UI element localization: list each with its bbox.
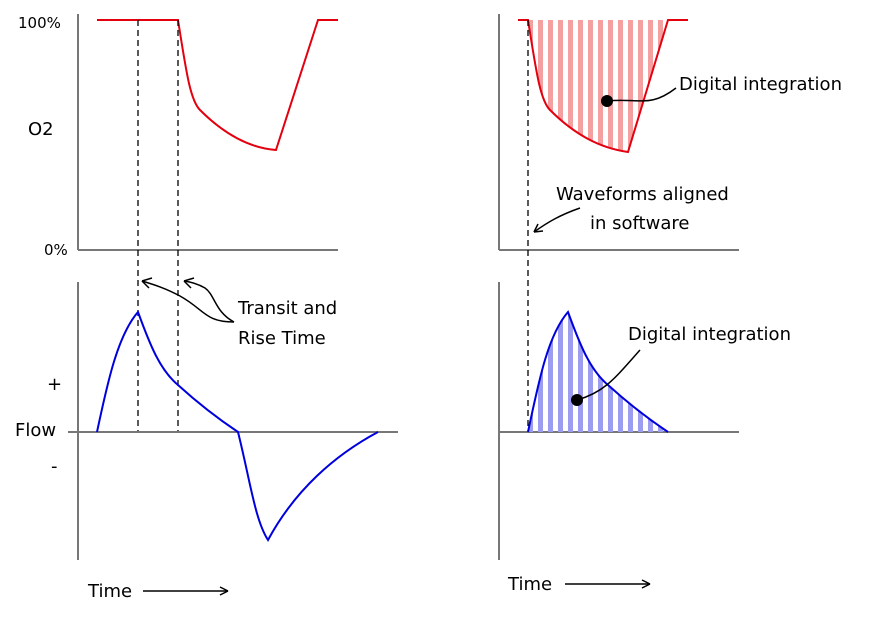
aligned-annotation: Waveforms aligned in software bbox=[533, 184, 729, 234]
aligned-o2-waveform bbox=[518, 19, 688, 154]
aligned-arrow bbox=[533, 207, 581, 233]
flow-plus-label: + bbox=[47, 374, 62, 395]
left-time-label: Time bbox=[87, 581, 132, 602]
flow-integration-label: Digital integration bbox=[628, 324, 791, 345]
y-label-o2: O2 bbox=[28, 119, 54, 140]
right-time-axis-label: Time bbox=[507, 574, 651, 595]
o2-integration-label: Digital integration bbox=[679, 74, 842, 95]
right-time-label: Time bbox=[507, 574, 552, 595]
flow-integration-fill bbox=[528, 312, 668, 432]
transit-label-line2: Rise Time bbox=[238, 328, 326, 349]
o2-waveform bbox=[97, 19, 338, 152]
right-flow-panel: Digital integration bbox=[498, 282, 791, 560]
o2-integration-fill bbox=[528, 20, 668, 152]
flow-axis-label: Flow bbox=[15, 420, 56, 441]
aligned-label-line1: Waveforms aligned bbox=[556, 184, 729, 205]
aligned-arrowhead bbox=[533, 223, 544, 233]
left-time-axis-label: Time bbox=[87, 581, 229, 602]
left-time-arrowhead bbox=[219, 586, 229, 596]
aligned-label-line2: in software bbox=[590, 213, 689, 234]
y-label-100: 100% bbox=[18, 14, 61, 32]
flow-waveform bbox=[96, 310, 379, 542]
transit-arrow bbox=[141, 280, 235, 323]
transit-arrowhead bbox=[141, 277, 153, 289]
flow-integration-leader bbox=[576, 349, 641, 401]
right-time-arrowhead bbox=[641, 579, 651, 589]
y-label-0: 0% bbox=[44, 241, 68, 259]
o2-integration-leader bbox=[606, 87, 677, 102]
transit-label-line1: Transit and bbox=[237, 298, 337, 319]
left-flow-panel: + Flow - bbox=[15, 282, 398, 560]
aligned-flow-waveform bbox=[527, 310, 669, 433]
rise-arrowhead bbox=[183, 277, 195, 289]
left-o2-panel: 100% O2 0% bbox=[18, 14, 338, 259]
right-o2-panel: Digital integration bbox=[498, 14, 842, 251]
rise-arrow bbox=[183, 280, 235, 323]
flow-minus-label: - bbox=[51, 456, 58, 477]
transit-annotation: Transit and Rise Time bbox=[141, 277, 337, 349]
